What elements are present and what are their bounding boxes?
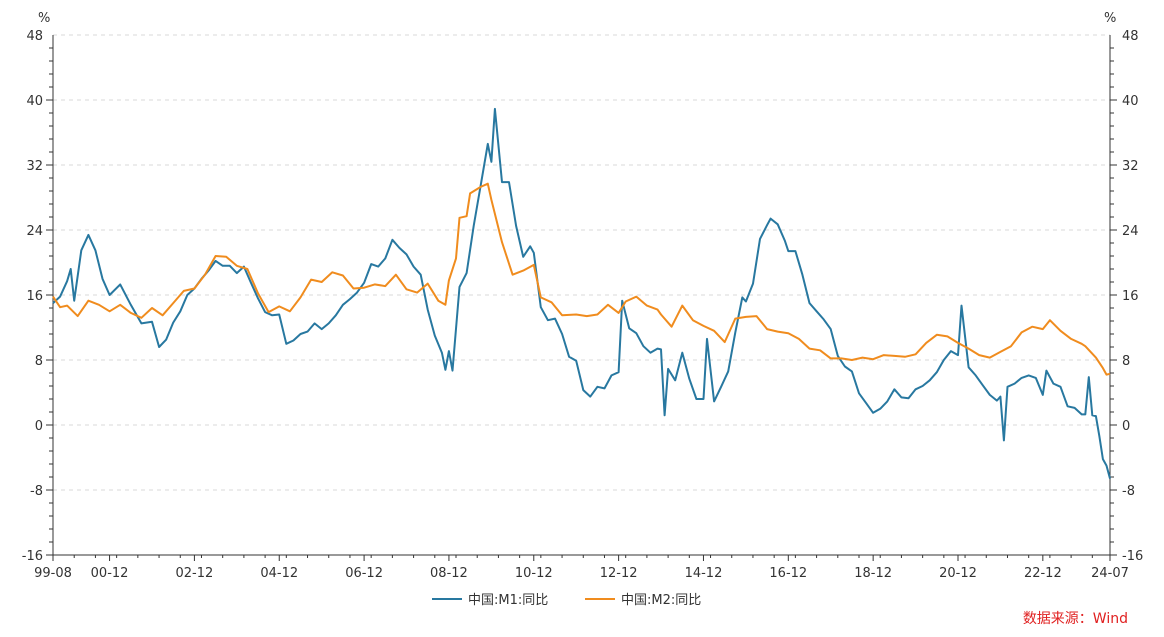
- y-tick-label-left: -8: [30, 484, 43, 499]
- y-unit-left: %: [38, 11, 50, 26]
- x-tick-label: 20-12: [939, 566, 977, 581]
- x-tick-label: 12-12: [600, 566, 638, 581]
- x-tick-label: 00-12: [91, 566, 129, 581]
- y-tick-label-left: 0: [35, 419, 43, 434]
- y-tick-label-right: 40: [1122, 94, 1139, 109]
- y-tick-label-left: -16: [22, 549, 43, 564]
- grid-lines: [53, 34, 1110, 491]
- y-tick-label-right: 0: [1122, 419, 1130, 434]
- x-tick-label: 04-12: [260, 566, 298, 581]
- y-unit-right: %: [1104, 11, 1116, 26]
- x-tick-label: 14-12: [685, 566, 723, 581]
- legend-label-m1: 中国:M1:同比: [468, 593, 548, 608]
- x-tick-label: 16-12: [769, 566, 807, 581]
- x-tick-label: 24-07: [1091, 566, 1129, 581]
- y-tick-label-right: 16: [1122, 289, 1139, 304]
- y-tick-label-right: -8: [1122, 484, 1135, 499]
- y-tick-label-left: 24: [26, 224, 43, 239]
- x-tick-label: 10-12: [515, 566, 553, 581]
- series-line-m2: [52, 182, 1111, 376]
- y-tick-label-right: 24: [1122, 224, 1139, 239]
- y-tick-label-left: 8: [35, 354, 43, 369]
- y-tick-label-right: 32: [1122, 159, 1139, 174]
- y-tick-label-left: 16: [26, 289, 43, 304]
- legend-label-m2: 中国:M2:同比: [621, 593, 701, 608]
- y-tick-label-right: 8: [1122, 354, 1130, 369]
- y-tick-label-right: -16: [1122, 549, 1143, 564]
- series-line-m1: [52, 107, 1111, 479]
- legend: 中国:M1:同比 中国:M2:同比: [432, 593, 701, 608]
- x-tick-label: 06-12: [345, 566, 383, 581]
- y-tick-label-left: 40: [26, 94, 43, 109]
- y-tick-label-right: 48: [1122, 29, 1139, 44]
- y-tick-label-left: 48: [26, 29, 43, 44]
- source-note: 数据来源：Wind: [1023, 611, 1128, 627]
- x-tick-label: 18-12: [854, 566, 892, 581]
- x-tick-label: 08-12: [430, 566, 468, 581]
- y-tick-label-left: 32: [26, 159, 43, 174]
- x-tick-label: 22-12: [1024, 566, 1062, 581]
- axes: -16 -16 -8 -8 0 0 8 8 16 16 24 24 32 32 40 40 48 48 99-08 0…: [22, 29, 1143, 581]
- x-tick-label: 99-08: [34, 566, 72, 581]
- x-tick-label: 02-12: [176, 566, 214, 581]
- series-lines: [52, 107, 1111, 479]
